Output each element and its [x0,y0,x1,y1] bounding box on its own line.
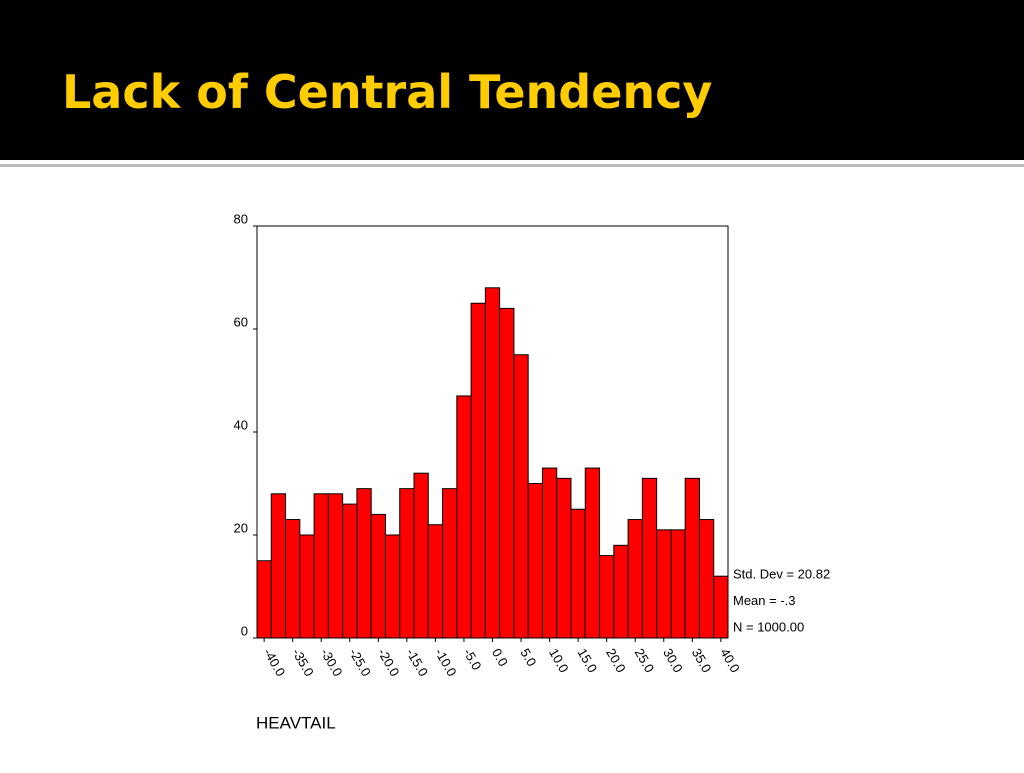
bar [370,513,386,639]
y-tick-label: 20 [234,520,248,535]
x-axis-label: HEAVTAIL [256,713,336,732]
x-tick-label: 5.0 [517,646,539,669]
bar [427,524,444,639]
bar [670,529,686,639]
bar [413,472,429,639]
x-tick-label: 30.0 [660,646,686,675]
bar [342,503,358,639]
x-tick-label: -10.0 [432,646,460,679]
bar [570,508,586,639]
bar [484,287,501,639]
bar [698,519,715,639]
header-band [0,0,1024,160]
x-tick-label: -30.0 [318,646,346,679]
bar [313,493,329,639]
bar [527,483,543,639]
y-tick-label: 80 [234,211,248,226]
x-tick-label: 10.0 [546,646,572,675]
x-tick-label: 15.0 [575,646,601,675]
x-tick-label: 40.0 [717,646,743,675]
x-tick-label: -40.0 [261,646,289,679]
x-tick-label: 25.0 [632,646,658,675]
header-rule [0,164,1024,167]
y-tick-label: 60 [234,314,248,329]
stat-note: N = 1000.00 [733,619,804,634]
bar [270,493,287,639]
bar [470,302,486,639]
x-tick-label: 35.0 [689,646,715,675]
bar [641,477,658,639]
bar [713,575,729,639]
bar [499,307,515,639]
bar [442,488,458,639]
bar [399,488,415,639]
bar [513,354,529,639]
bar [613,544,629,639]
bar [356,488,372,639]
bar [327,493,344,639]
stat-note: Std. Dev = 20.82 [733,566,830,581]
slide-title: Lack of Central Tendency [62,65,712,119]
bar [556,477,572,639]
stat-note: Mean = -.3 [733,593,796,608]
x-tick-label: 0.0 [489,646,511,669]
bar [541,467,558,639]
x-tick-label: 20.0 [603,646,629,675]
x-tick-label: -25.0 [346,646,374,679]
x-tick-label: -5.0 [460,646,484,673]
bar [627,519,643,639]
bar [384,534,401,639]
bar [656,529,672,639]
bar [456,395,472,639]
bar [299,534,315,639]
bar [684,477,700,639]
bar [285,519,301,639]
x-tick-label: -15.0 [403,646,431,679]
bar [584,467,601,639]
y-tick-label: 0 [241,623,248,638]
bar [599,555,615,639]
x-tick-label: -35.0 [289,646,317,679]
x-tick-label: -20.0 [375,646,403,679]
y-tick-label: 40 [234,417,248,432]
bar [256,560,272,639]
